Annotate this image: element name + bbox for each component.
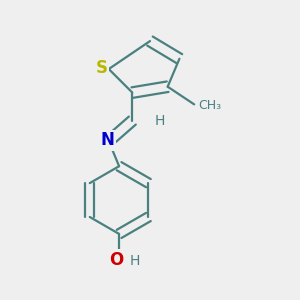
Text: O: O <box>109 250 123 268</box>
Text: N: N <box>100 131 114 149</box>
Text: CH₃: CH₃ <box>199 99 222 112</box>
Text: S: S <box>95 58 107 76</box>
Text: H: H <box>155 114 166 128</box>
Text: H: H <box>130 254 140 268</box>
